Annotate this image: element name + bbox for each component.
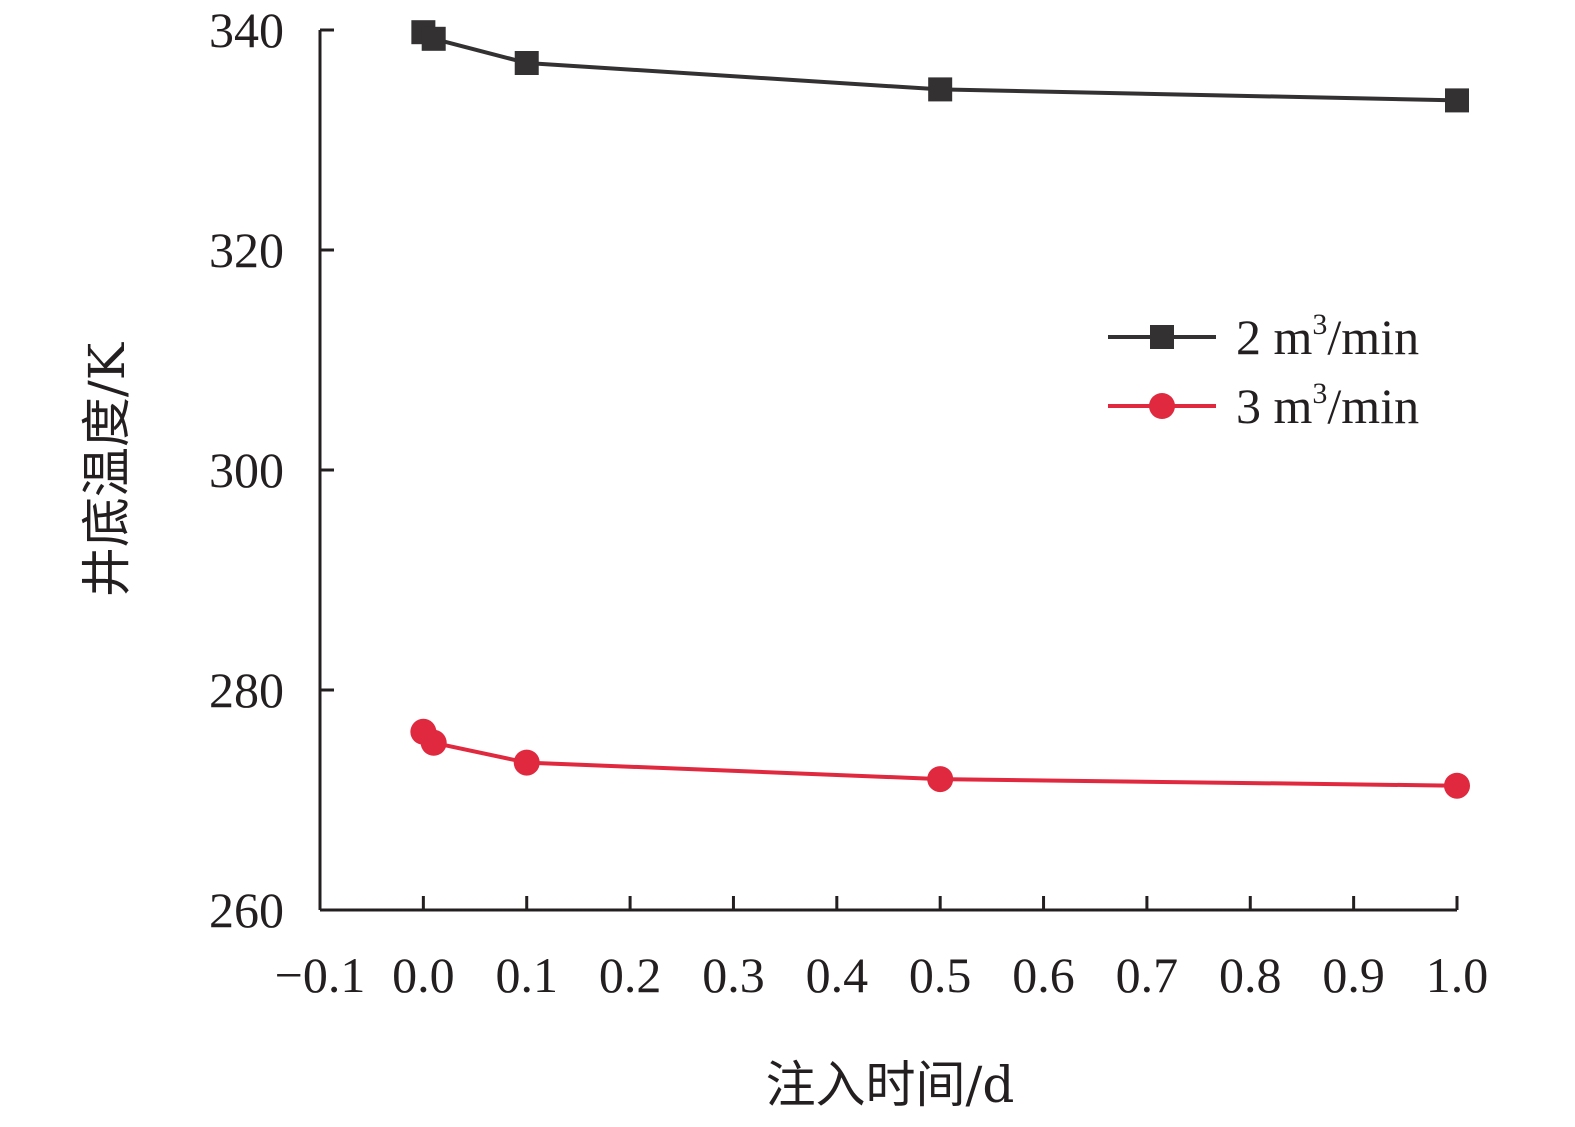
legend: 2 m3/min 3 m3/min xyxy=(1108,308,1419,434)
x-tick-label: 0.6 xyxy=(1012,947,1075,1003)
series-layer xyxy=(410,20,1470,799)
x-tick-label: 0.3 xyxy=(702,947,765,1003)
x-tick-label: 0.5 xyxy=(909,947,972,1003)
series-1 xyxy=(411,20,1469,113)
legend-entry: 2 m3/min xyxy=(1108,308,1419,365)
data-point xyxy=(513,749,540,776)
legend-label: 2 m3/min xyxy=(1236,308,1419,365)
x-tick-label: 0.0 xyxy=(392,947,455,1003)
data-point xyxy=(420,729,447,756)
x-tick-label: 1.0 xyxy=(1426,947,1489,1003)
axes: 260 280 300 320 340 −0.1 0.0 0.1 0.2 0.3 0.4 0.5 0.6… xyxy=(209,2,1488,1003)
y-tick-label: 260 xyxy=(209,882,284,938)
data-point xyxy=(928,77,953,102)
y-tick-label: 280 xyxy=(209,662,284,718)
data-point xyxy=(1444,772,1470,799)
x-axis-title: 注入时间/d xyxy=(766,1056,1015,1114)
x-tick-label: 0.7 xyxy=(1116,947,1179,1003)
x-tick-label: 0.8 xyxy=(1219,947,1282,1003)
x-tick-label: 0.4 xyxy=(806,947,869,1003)
y-tick-label: 300 xyxy=(209,442,284,498)
y-axis-title: 井底温度/K xyxy=(78,341,136,597)
x-tick-label: 0.1 xyxy=(495,947,558,1003)
x-tick-label: −0.1 xyxy=(275,947,366,1003)
data-point xyxy=(421,26,446,51)
data-point xyxy=(1445,88,1469,113)
x-tick-label: 0.9 xyxy=(1322,947,1385,1003)
legend-marker xyxy=(1150,325,1174,349)
y-tick-label: 320 xyxy=(209,222,284,278)
x-tick-label: 0.2 xyxy=(599,947,662,1003)
y-tick-label: 340 xyxy=(209,2,284,58)
legend-marker xyxy=(1149,393,1175,419)
data-point xyxy=(927,766,954,793)
legend-entry: 3 m3/min xyxy=(1108,377,1419,434)
series-2 xyxy=(410,718,1470,799)
legend-label: 3 m3/min xyxy=(1236,377,1419,434)
data-point xyxy=(514,51,539,75)
